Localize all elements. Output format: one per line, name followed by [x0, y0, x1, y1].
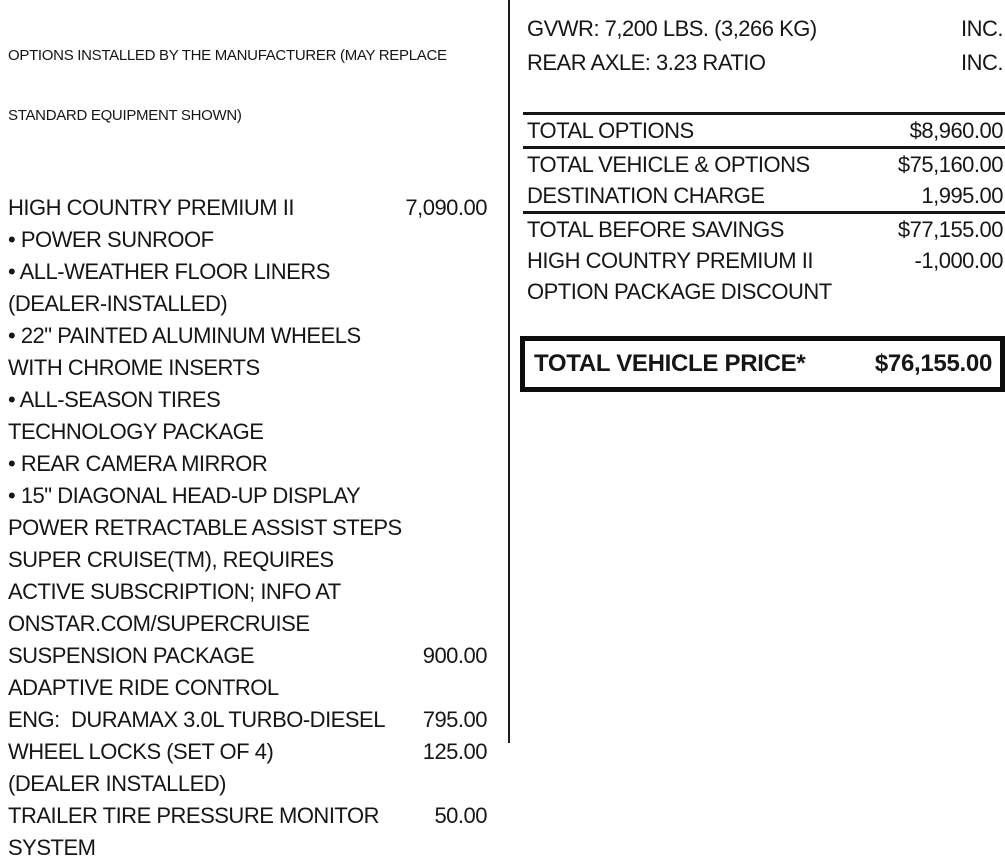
options-header-line1: OPTIONS INSTALLED BY THE MANUFACTURER (M… — [8, 47, 447, 64]
option-label: TECHNOLOGY PACKAGE — [8, 419, 264, 444]
option-price: 900.00 — [422, 643, 488, 668]
options-column: OPTIONS INSTALLED BY THE MANUFACTURER (M… — [0, 0, 508, 860]
options-header: OPTIONS INSTALLED BY THE MANUFACTURER (M… — [8, 6, 487, 166]
total-before-savings-row: TOTAL BEFORE SAVINGS $77,155.00 — [523, 214, 1005, 245]
total-options-row: TOTAL OPTIONS $8,960.00 — [523, 112, 1005, 149]
option-row: (DEALER INSTALLED) — [8, 768, 487, 800]
option-label: • ALL-WEATHER FLOOR LINERS — [8, 259, 330, 284]
spec-label: REAR AXLE: 3.23 RATIO — [527, 50, 766, 75]
option-row: (DEALER-INSTALLED) — [8, 288, 487, 320]
option-row: POWER RETRACTABLE ASSIST STEPS — [8, 512, 487, 544]
spec-row-rear-axle: REAR AXLE: 3.23 RATIO INC. — [523, 46, 1005, 80]
option-row: SYSTEM — [8, 832, 487, 864]
option-label: • ALL-SEASON TIRES — [8, 387, 221, 412]
column-divider — [508, 0, 510, 743]
totals-block: TOTAL OPTIONS $8,960.00 TOTAL VEHICLE & O… — [523, 112, 1005, 307]
total-vehicle-options-row: TOTAL VEHICLE & OPTIONS $75,160.00 — [523, 149, 1005, 180]
spec-row-gvwr: GVWR: 7,200 LBS. (3,266 KG) INC. — [523, 12, 1005, 46]
option-label: SUSPENSION PACKAGE — [8, 643, 255, 668]
total-value: $75,160.00 — [897, 152, 1004, 177]
destination-charge-row: DESTINATION CHARGE 1,995.00 — [523, 180, 1005, 214]
option-row: ACTIVE SUBSCRIPTION; INFO AT — [8, 576, 487, 608]
option-row: WHEEL LOCKS (SET OF 4) 125.00 — [8, 736, 488, 768]
option-label: • 22" PAINTED ALUMINUM WHEELS — [8, 323, 361, 348]
option-label: • 15" DIAGONAL HEAD-UP DISPLAY — [8, 483, 361, 508]
option-row: • REAR CAMERA MIRROR — [8, 448, 487, 480]
spec-value: INC. — [961, 16, 1004, 41]
option-label: ENG: DURAMAX 3.0L TURBO-DIESEL — [8, 707, 385, 732]
total-vehicle-price-box: TOTAL VEHICLE PRICE* $76,155.00 — [520, 336, 1005, 392]
total-value: $8,960.00 — [909, 118, 1004, 143]
option-row: • ALL-WEATHER FLOOR LINERS — [8, 256, 487, 288]
total-label: HIGH COUNTRY PREMIUM II — [527, 248, 813, 273]
total-label: TOTAL BEFORE SAVINGS — [527, 217, 784, 242]
option-label: • REAR CAMERA MIRROR — [8, 451, 268, 476]
discount-row: HIGH COUNTRY PREMIUM II -1,000.00 — [523, 245, 1005, 276]
option-row: • POWER SUNROOF — [8, 224, 487, 256]
grand-total-value: $76,155.00 — [874, 350, 992, 377]
total-label: OPTION PACKAGE DISCOUNT — [527, 279, 832, 304]
option-price: 7,090.00 — [405, 195, 487, 220]
option-label: (DEALER-INSTALLED) — [8, 291, 228, 316]
option-label: WITH CHROME INSERTS — [8, 355, 260, 380]
option-row: • ALL-SEASON TIRES — [8, 384, 487, 416]
option-label: ADAPTIVE RIDE CONTROL — [8, 675, 279, 700]
option-row: ONSTAR.COM/SUPERCRUISE — [8, 608, 487, 640]
total-label: TOTAL OPTIONS — [527, 118, 694, 143]
option-price: 125.00 — [422, 739, 488, 764]
options-header-line2: STANDARD EQUIPMENT SHOWN) — [8, 107, 242, 124]
option-label: ACTIVE SUBSCRIPTION; INFO AT — [8, 579, 341, 604]
total-value: 1,995.00 — [921, 183, 1003, 208]
option-label: POWER RETRACTABLE ASSIST STEPS — [8, 515, 402, 540]
option-row: WITH CHROME INSERTS — [8, 352, 487, 384]
pricing-column: GVWR: 7,200 LBS. (3,266 KG) INC. REAR AXL… — [510, 0, 1005, 743]
option-row: HIGH COUNTRY PREMIUM II 7,090.00 — [8, 192, 487, 224]
option-price: 795.00 — [422, 707, 488, 732]
option-label: WHEEL LOCKS (SET OF 4) — [8, 739, 274, 764]
option-label: ONSTAR.COM/SUPERCRUISE — [8, 611, 310, 636]
option-row: • 15" DIAGONAL HEAD-UP DISPLAY — [8, 480, 487, 512]
option-row: ADAPTIVE RIDE CONTROL — [8, 672, 487, 704]
option-label: • POWER SUNROOF — [8, 227, 214, 252]
option-label: SUPER CRUISE(TM), REQUIRES — [8, 547, 334, 572]
option-label: HIGH COUNTRY PREMIUM II — [8, 195, 294, 220]
option-row: SUPER CRUISE(TM), REQUIRES — [8, 544, 487, 576]
option-row: ENG: DURAMAX 3.0L TURBO-DIESEL 795.00 — [8, 704, 488, 736]
option-row: • 22" PAINTED ALUMINUM WHEELS — [8, 320, 487, 352]
total-label: TOTAL VEHICLE & OPTIONS — [527, 152, 810, 177]
discount-row-line2: OPTION PACKAGE DISCOUNT — [523, 276, 1005, 307]
option-label: (DEALER INSTALLED) — [8, 771, 226, 796]
option-label: TRAILER TIRE PRESSURE MONITOR — [8, 803, 379, 828]
option-row: TRAILER TIRE PRESSURE MONITOR 50.00 — [8, 800, 487, 832]
total-value: $77,155.00 — [897, 217, 1004, 242]
option-row: TECHNOLOGY PACKAGE — [8, 416, 487, 448]
total-value: -1,000.00 — [914, 248, 1004, 273]
option-price: 50.00 — [434, 803, 487, 828]
total-label: DESTINATION CHARGE — [527, 183, 765, 208]
spec-value: INC. — [961, 50, 1004, 75]
option-row: SUSPENSION PACKAGE 900.00 — [8, 640, 488, 672]
grand-total-label: TOTAL VEHICLE PRICE* — [534, 350, 806, 377]
spec-label: GVWR: 7,200 LBS. (3,266 KG) — [527, 16, 817, 41]
option-label: SYSTEM — [8, 835, 96, 860]
